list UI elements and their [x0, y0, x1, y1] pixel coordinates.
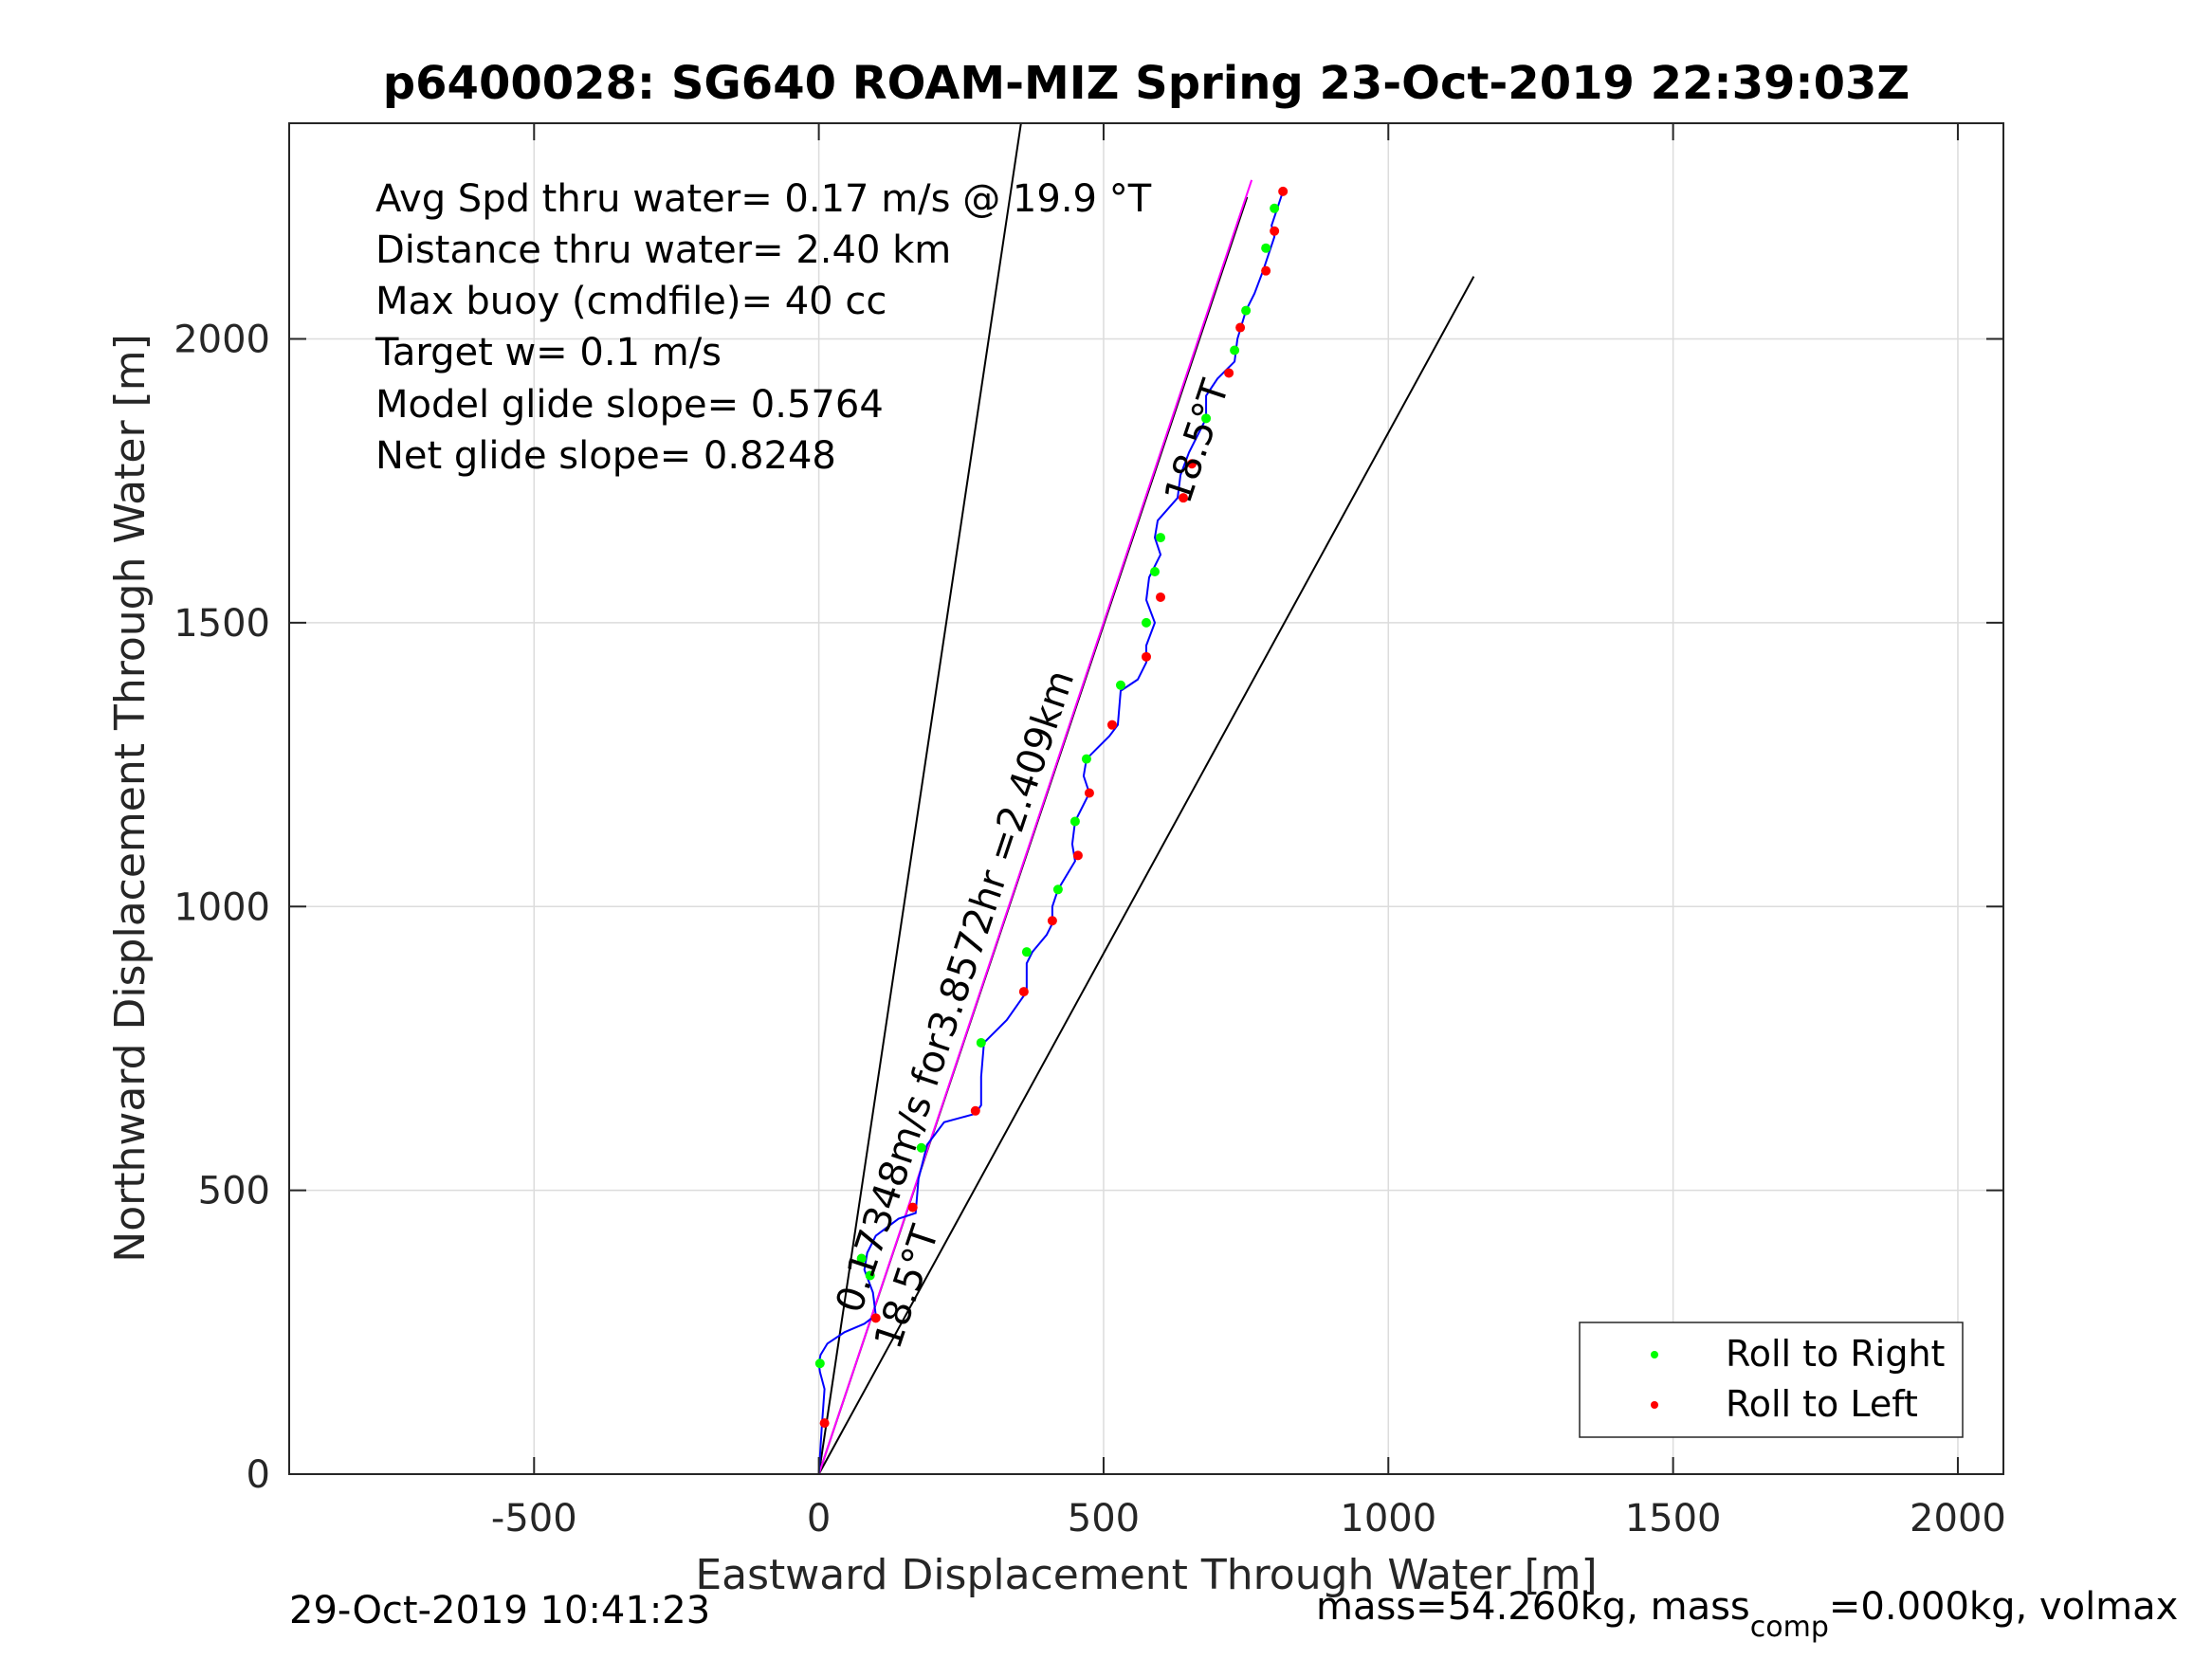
roll-left-point — [907, 1202, 918, 1212]
roll-right-point — [1115, 680, 1125, 690]
roll-left-point — [970, 1105, 980, 1116]
roll-right-point — [1150, 567, 1161, 577]
x-tick-labels: -500 0 500 1000 1500 2000 — [491, 1497, 2006, 1540]
y-axis-label: Northward Displacement Through Water [m] — [106, 334, 155, 1262]
roll-left-point — [1106, 720, 1117, 730]
y-tick-label: 1500 — [174, 602, 270, 646]
roll-right-point — [1241, 305, 1252, 316]
roll-left-point — [1018, 987, 1029, 997]
x-tick-label: 2000 — [1910, 1497, 2006, 1540]
roll-points — [814, 186, 1289, 1429]
legend-box — [1579, 1322, 1964, 1438]
stat-max-buoy: Max buoy (cmdfile)= 40 cc — [375, 280, 887, 323]
x-tick-label: 500 — [1068, 1497, 1140, 1540]
y-tick-label: 1000 — [174, 885, 270, 929]
roll-right-point — [1270, 203, 1280, 213]
plot-area — [289, 123, 2003, 1474]
y-tick-label: 2000 — [174, 319, 270, 362]
stats-block: Avg Spd thru water= 0.17 m/s @ 19.9 °T D… — [375, 177, 1152, 478]
y-tick-label: 0 — [247, 1453, 270, 1497]
reference-line — [817, 179, 1253, 1475]
stat-net-glide-slope: Net glide slope= 0.8248 — [375, 434, 836, 478]
roll-right-point — [916, 1142, 926, 1153]
roll-right-point — [814, 1358, 825, 1369]
x-tick-label: 1500 — [1625, 1497, 1722, 1540]
plot-frame — [288, 122, 2004, 1475]
reference-line — [817, 276, 1475, 1475]
roll-right-point — [1142, 617, 1151, 628]
roll-left-point — [1235, 322, 1246, 333]
roll-right-point — [1201, 413, 1212, 424]
footer-mass-text: mass=54.260kg, mass — [1316, 1585, 1750, 1629]
stat-avg-speed: Avg Spd thru water= 0.17 m/s @ 19.9 °T — [375, 177, 1152, 221]
roll-left-point — [1187, 459, 1197, 469]
roll-right-point — [1230, 345, 1240, 356]
stat-target-w: Target w= 0.1 m/s — [375, 331, 722, 374]
footer-mass-info: mass=54.260kg, masscomp=0.000kg, volmax — [1316, 1585, 2178, 1644]
x-tick-label: 1000 — [1340, 1497, 1436, 1540]
roll-left-point — [1072, 850, 1083, 861]
legend: Roll to Right Roll to Left — [1579, 1322, 1964, 1438]
roll-left-point — [1270, 226, 1280, 236]
reference-line — [817, 122, 1022, 1475]
footer-mass-subscript: comp — [1750, 1611, 1829, 1644]
chart-title: p6400028: SG640 ROAM-MIZ Spring 23-Oct-2… — [383, 57, 1910, 110]
footer-mass-text-cont: =0.000kg, volmax — [1829, 1585, 2178, 1629]
roll-right-point — [1021, 947, 1032, 957]
legend-label-roll-left: Roll to Left — [1726, 1383, 1918, 1425]
roll-left-point — [1261, 265, 1271, 276]
stat-distance: Distance thru water= 2.40 km — [375, 228, 951, 272]
roll-left-point — [1224, 368, 1234, 378]
legend-label-roll-right: Roll to Right — [1726, 1333, 1945, 1375]
roll-right-point — [1052, 884, 1063, 895]
footer-timestamp: 29-Oct-2019 10:41:23 — [289, 1589, 710, 1632]
roll-right-point — [1069, 816, 1080, 827]
roll-left-point — [1142, 651, 1151, 662]
reference-lines — [817, 122, 1475, 1475]
roll-right-point — [856, 1253, 867, 1264]
roll-right-point — [1156, 533, 1166, 543]
roll-left-point — [1278, 186, 1289, 196]
roll-left-point — [1047, 916, 1057, 926]
stat-model-glide-slope: Model glide slope= 0.5764 — [375, 383, 884, 427]
roll-left-point — [1179, 493, 1189, 503]
roll-left-point — [1084, 788, 1094, 798]
legend-marker-roll-right — [1651, 1351, 1658, 1358]
x-tick-label: -500 — [491, 1497, 577, 1540]
y-tick-label: 500 — [198, 1170, 270, 1213]
roll-right-point — [865, 1270, 875, 1281]
x-tick-label: 0 — [807, 1497, 831, 1540]
roll-right-point — [976, 1037, 986, 1048]
x-axis-label: Eastward Displacement Through Water [m] — [695, 1551, 1597, 1599]
roll-right-point — [1081, 754, 1091, 764]
roll-left-point — [819, 1418, 830, 1429]
y-tick-labels: 0 500 1000 1500 2000 — [174, 319, 270, 1497]
roll-left-point — [870, 1313, 881, 1323]
roll-left-point — [1156, 592, 1166, 602]
roll-right-point — [1261, 243, 1271, 253]
legend-marker-roll-left — [1651, 1401, 1658, 1409]
